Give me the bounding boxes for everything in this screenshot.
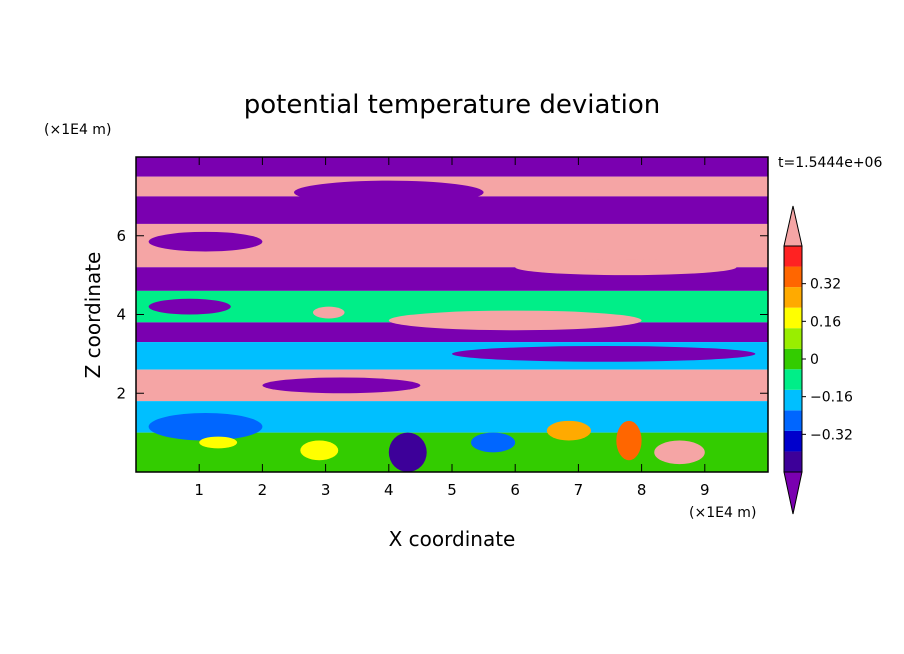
x-tick-label: 4 <box>384 481 394 499</box>
field-feature-6 <box>452 346 756 362</box>
colorbar-level-4 <box>784 369 802 390</box>
chart-title: potential temperature deviation <box>244 90 660 120</box>
field-feature-11 <box>470 432 516 453</box>
field-feature-2 <box>515 259 737 276</box>
x-tick-label: 1 <box>194 481 204 499</box>
x-tick-label: 8 <box>637 481 647 499</box>
colorbar-min-arrow <box>783 471 803 515</box>
colorbar: 0.32 0.16 0 −0.16 −0.32 <box>783 205 853 515</box>
field-feature-3 <box>388 310 642 331</box>
colorbar-level-1 <box>784 430 802 452</box>
colorbar-level-3 <box>784 389 802 411</box>
field-feature-5 <box>148 298 231 315</box>
field-feature-14 <box>546 420 592 441</box>
y-tick-label: 6 <box>116 227 126 245</box>
colorbar-level-10 <box>784 246 802 267</box>
colorbar-level-0 <box>784 451 802 472</box>
field-feature-12 <box>616 420 642 461</box>
field-feature-0 <box>294 180 484 205</box>
field-band-0 <box>136 157 768 177</box>
field-feature-7 <box>262 377 421 394</box>
field-feature-9 <box>199 436 238 449</box>
field-feature-10 <box>388 432 427 472</box>
colorbar-level-6 <box>784 328 802 349</box>
x-tick-label: 3 <box>321 481 331 499</box>
x-tick-label: 9 <box>700 481 710 499</box>
x-tick-label: 5 <box>447 481 457 499</box>
colorbar-label: 0.32 <box>810 277 841 293</box>
colorbar-level-8 <box>784 287 802 308</box>
x-axis-unit: (×1E4 m) <box>689 505 756 521</box>
colorbar-label: −0.16 <box>810 390 853 406</box>
field-feature-1 <box>148 231 263 252</box>
colorbar-level-2 <box>784 410 802 431</box>
colorbar-max-arrow <box>783 205 803 247</box>
field-band-6 <box>136 322 768 343</box>
colorbar-level-7 <box>784 307 802 329</box>
y-tick-label: 2 <box>116 384 126 402</box>
colorbar-label: 0 <box>810 352 819 368</box>
colorbar-level-5 <box>784 348 802 370</box>
x-tick-label: 2 <box>258 481 268 499</box>
time-label: t=1.5444e+06 <box>778 155 882 171</box>
field-feature-4 <box>312 306 345 319</box>
plot-axes: 1 2 3 4 5 6 7 8 9 2 4 6 <box>116 156 769 499</box>
y-tick-label: 4 <box>116 306 126 324</box>
y-axis-label: Z coordinate <box>81 252 105 379</box>
contour-field <box>136 157 768 472</box>
x-tick-label: 6 <box>510 481 520 499</box>
colorbar-label: −0.32 <box>810 427 853 443</box>
field-feature-13 <box>654 440 705 465</box>
colorbar-level-9 <box>784 266 802 288</box>
colorbar-label: 0.16 <box>810 314 841 330</box>
field-feature-15 <box>300 440 339 461</box>
y-axis-unit: (×1E4 m) <box>44 122 111 138</box>
field-feature-8 <box>148 412 263 441</box>
x-tick-label: 7 <box>574 481 584 499</box>
field-band-8 <box>136 369 768 402</box>
x-axis-label: X coordinate <box>389 527 516 551</box>
